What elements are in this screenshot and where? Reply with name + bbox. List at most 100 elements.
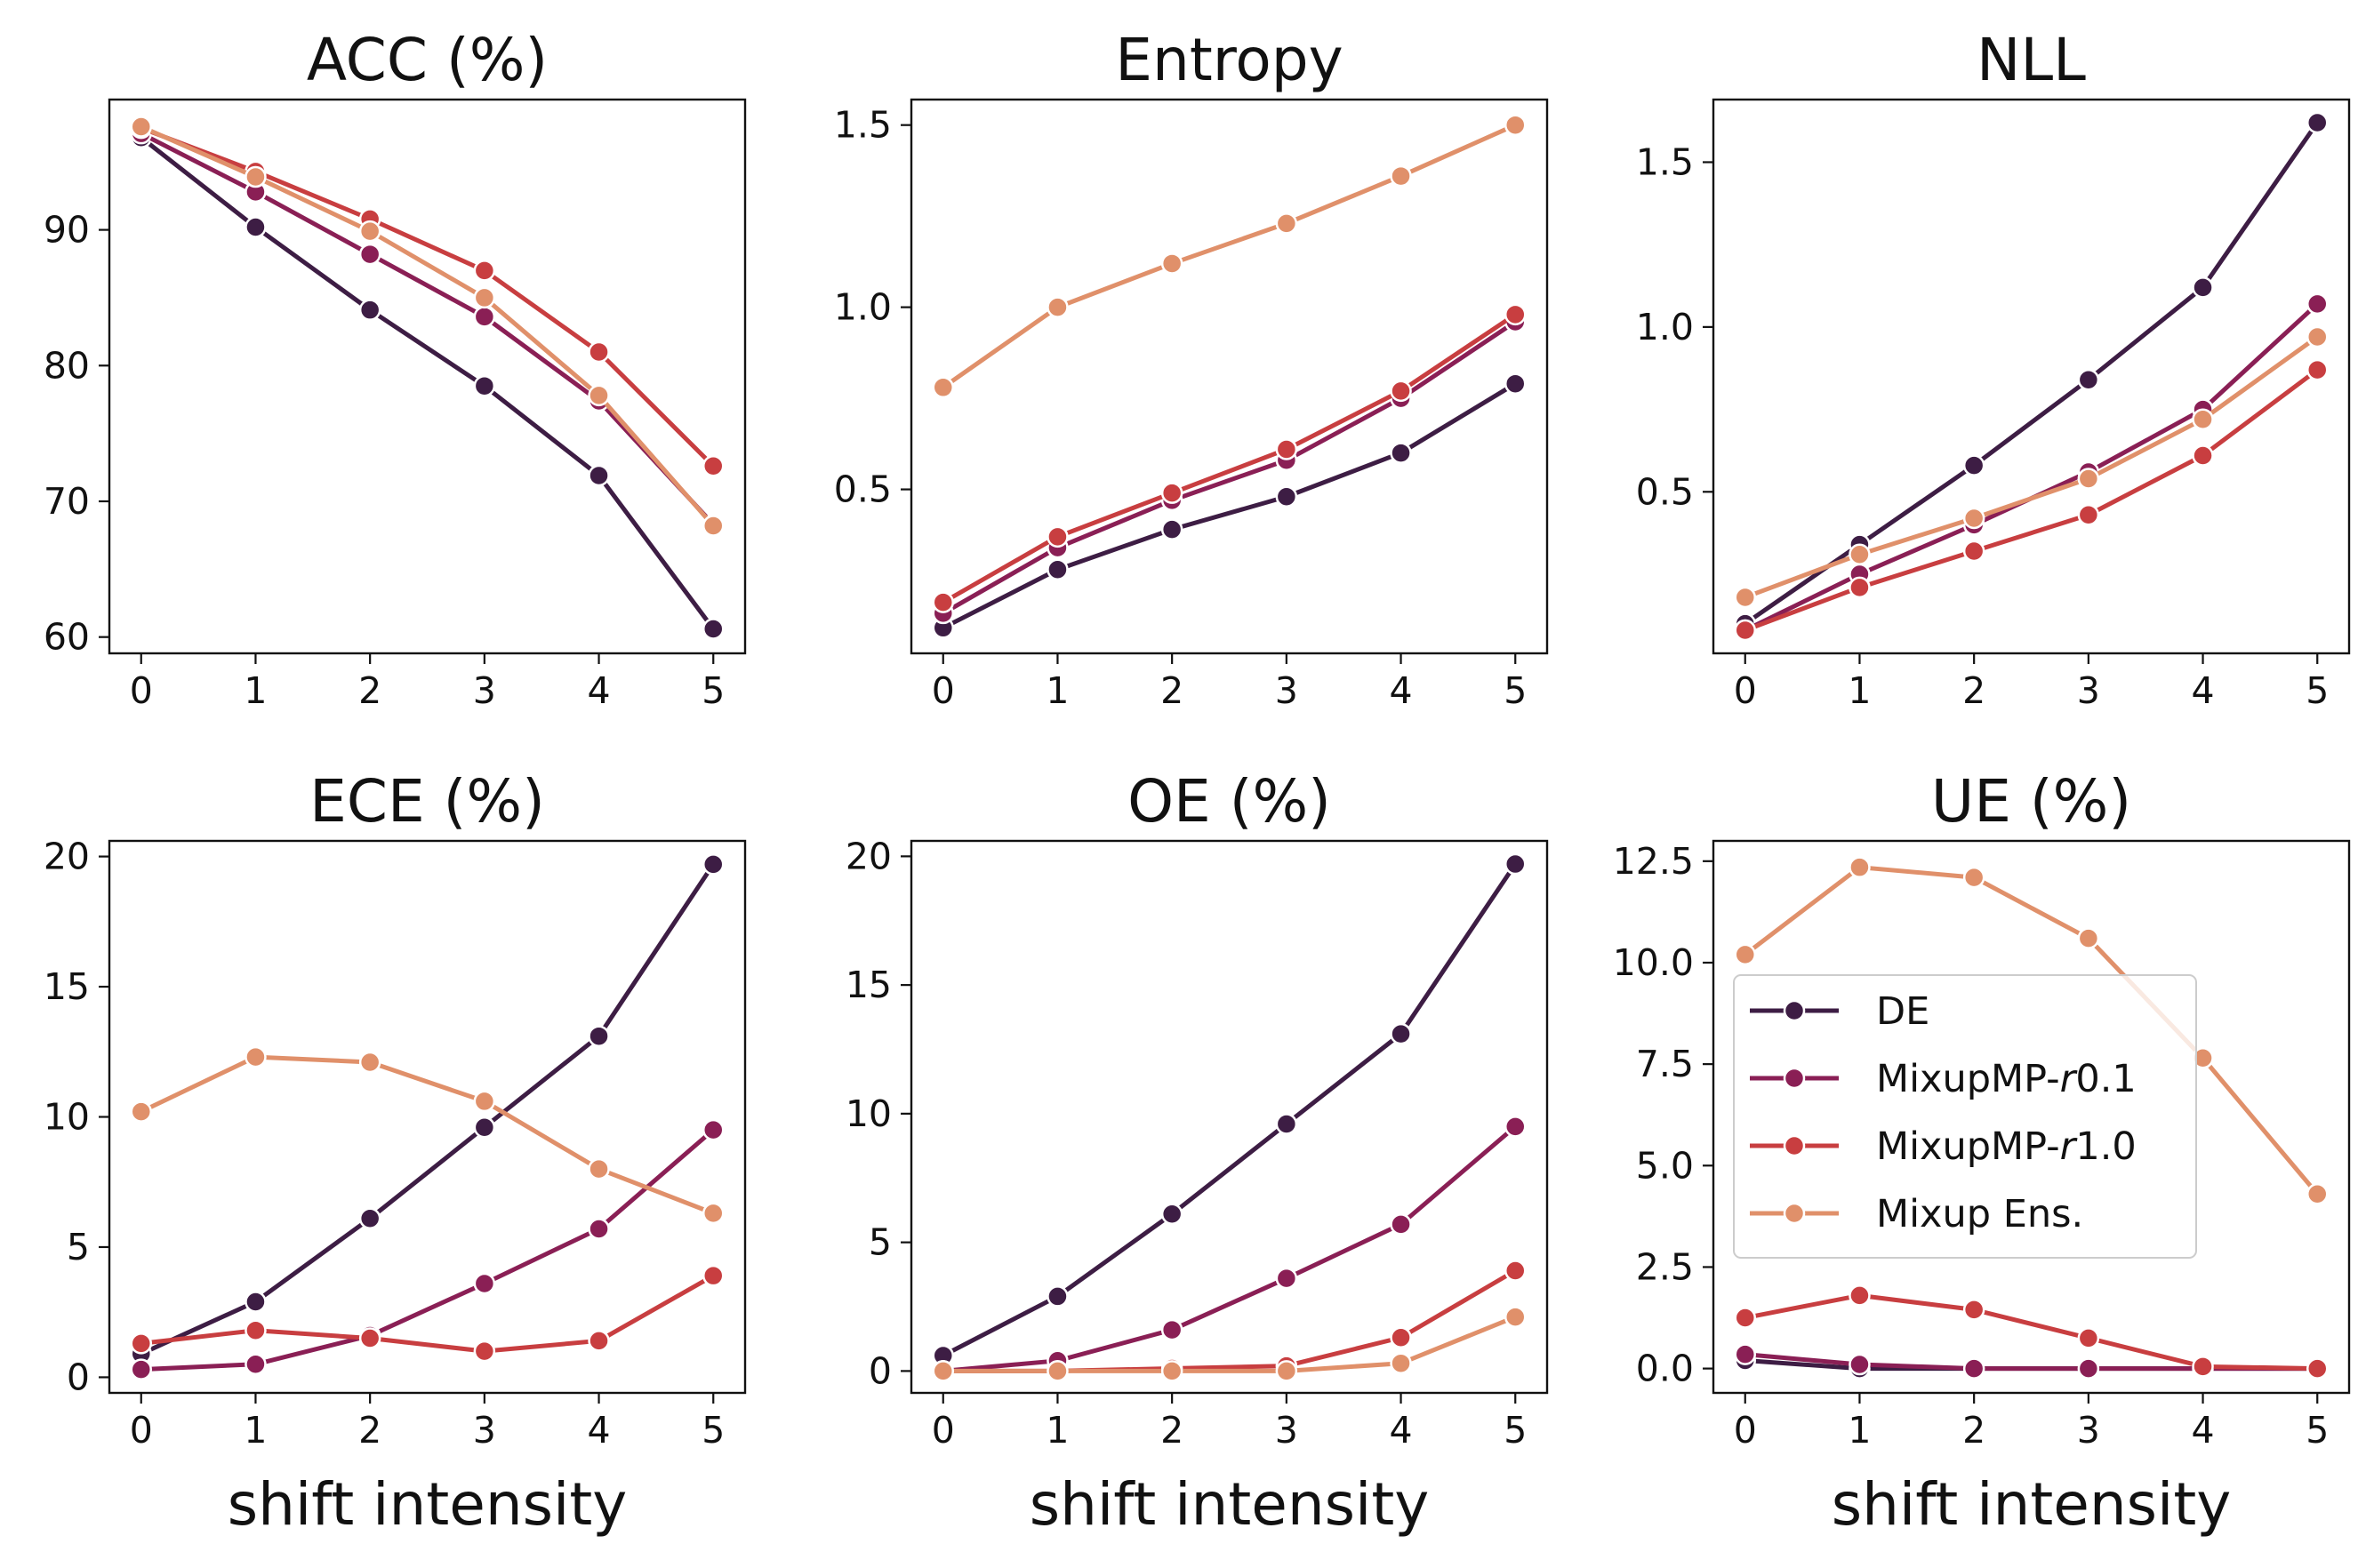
series-mixupmp-r0-1	[932, 1116, 1527, 1382]
series-mixupmp-r1-0	[932, 303, 1527, 613]
panel-title: UE (%)	[1931, 767, 2131, 836]
data-point	[358, 1327, 381, 1349]
series-line	[1744, 302, 2319, 633]
panel-nll: 0 1 2 3 4 5 0.5 1.0 1.5 NLL	[1636, 26, 2351, 712]
x-tick-label: 5	[2306, 1409, 2329, 1452]
series-mixup-ens	[932, 1306, 1527, 1382]
data-point	[473, 1272, 496, 1295]
data-point	[2077, 468, 2100, 490]
series-line	[942, 862, 1518, 1358]
series-mixupmp-r1-0	[1734, 1284, 2329, 1380]
panel-entropy: 0 1 2 3 4 5 0.5 1.0 1.5 Entropy	[834, 26, 1549, 712]
data-point	[2306, 1357, 2329, 1380]
data-point	[702, 1264, 725, 1287]
data-point	[1849, 576, 1871, 599]
data-point	[2192, 1356, 2214, 1378]
series-line	[140, 124, 716, 528]
x-tick-label: 3	[473, 1409, 496, 1452]
y-tick-label: 60	[44, 616, 90, 659]
y-tick-label: 0	[869, 1349, 892, 1392]
y-tick-label: 70	[44, 480, 90, 523]
x-tick-label: 0	[1734, 1409, 1757, 1452]
data-point	[1734, 619, 1756, 642]
data-point	[130, 1332, 152, 1355]
y-tick-label: 0	[67, 1356, 90, 1398]
panel-title: ACC (%)	[307, 26, 548, 94]
data-point	[130, 1100, 152, 1123]
data-point	[1390, 442, 1412, 464]
x-tick-label: 0	[1734, 669, 1757, 712]
series-line	[1744, 121, 2320, 626]
data-point	[2306, 325, 2329, 348]
data-point	[2077, 927, 2100, 949]
data-point	[245, 1353, 267, 1376]
data-point	[2192, 276, 2214, 299]
data-point	[1160, 1203, 1183, 1226]
data-point	[702, 618, 725, 640]
data-point	[1734, 1343, 1756, 1365]
axes-frame	[910, 839, 1549, 1395]
data-point	[1849, 1353, 1871, 1376]
data-point	[2077, 368, 2100, 391]
x-tick-label: 5	[2306, 669, 2329, 712]
x-tick-label: 3	[1275, 1409, 1298, 1452]
series-line	[140, 135, 716, 631]
series-de	[932, 372, 1527, 639]
series-line	[942, 319, 1517, 616]
x-tick-label: 4	[2192, 1409, 2215, 1452]
data-point	[702, 1202, 725, 1225]
data-point	[2192, 408, 2214, 430]
data-point	[1849, 1284, 1871, 1307]
y-tick-label: 2.5	[1636, 1245, 1694, 1288]
x-tick-label: 2	[1160, 1409, 1183, 1452]
legend-marker	[1783, 1202, 1806, 1225]
axes-frame	[108, 98, 747, 655]
series-line	[1744, 334, 2319, 600]
x-tick-label: 0	[130, 1409, 153, 1452]
series-de	[130, 853, 725, 1365]
data-point	[1962, 507, 1985, 530]
series-line	[942, 1124, 1517, 1373]
legend-marker	[1783, 999, 1806, 1022]
series-line	[140, 125, 716, 468]
y-tick-label: 1.0	[1636, 306, 1694, 348]
x-tick-label: 2	[1962, 669, 1985, 712]
y-tick-label: 1.0	[834, 286, 892, 329]
data-point	[1390, 1213, 1412, 1236]
data-point	[588, 464, 610, 487]
data-point	[932, 591, 954, 613]
x-tick-label: 3	[473, 669, 496, 712]
legend-marker	[1783, 1067, 1806, 1090]
series-line	[140, 1054, 715, 1216]
data-point	[1047, 558, 1069, 580]
legend-label: MixupMP-r0.1	[1876, 1057, 2137, 1101]
series-line	[140, 862, 716, 1356]
panel-title: OE (%)	[1127, 767, 1331, 836]
x-tick-label: 3	[1275, 669, 1298, 712]
series-line	[1744, 368, 2319, 633]
x-tick-label: 5	[1504, 669, 1527, 712]
series-line	[942, 381, 1517, 630]
axes-frame	[910, 98, 1549, 655]
x-tick-label: 1	[244, 1409, 267, 1452]
data-point	[1047, 1360, 1069, 1382]
data-point	[245, 1045, 267, 1068]
data-point	[1047, 1285, 1069, 1308]
x-tick-label: 4	[1390, 669, 1413, 712]
data-point	[358, 1051, 381, 1074]
x-axis-label: shift intensity	[1832, 1470, 2232, 1539]
data-point	[2306, 292, 2329, 316]
data-point	[932, 376, 954, 399]
series-line	[1744, 1292, 2318, 1372]
panel-ece: 0 1 2 3 4 5 0 5 10 15 20 ECE (%) shift intensity	[44, 767, 747, 1539]
data-point	[1275, 1360, 1298, 1382]
data-point	[1160, 252, 1183, 275]
data-point	[588, 384, 610, 407]
data-point	[1504, 303, 1527, 326]
data-point	[358, 1207, 381, 1229]
y-tick-label: 90	[44, 209, 90, 252]
data-point	[588, 1157, 610, 1180]
data-point	[358, 299, 381, 321]
series-de	[1734, 111, 2329, 635]
